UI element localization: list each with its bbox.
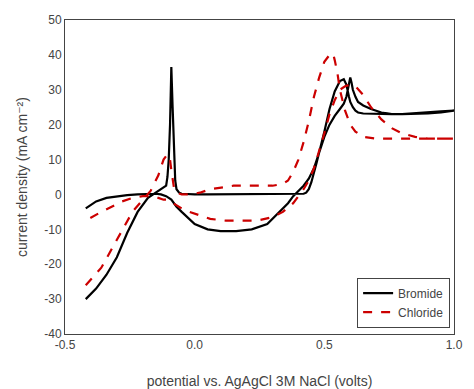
svg-text:1.0: 1.0 [446, 338, 463, 352]
svg-text:0.0: 0.0 [186, 338, 203, 352]
svg-text:20: 20 [48, 118, 62, 132]
svg-text:-40: -40 [44, 327, 62, 341]
svg-text:30: 30 [48, 83, 62, 97]
svg-text:10: 10 [48, 153, 62, 167]
svg-text:Chloride: Chloride [398, 306, 443, 320]
svg-text:current density (mA cm⁻²): current density (mA cm⁻²) [14, 97, 30, 257]
svg-text:0.5: 0.5 [316, 338, 333, 352]
svg-text:-0.5: -0.5 [55, 338, 76, 352]
svg-text:-20: -20 [44, 257, 62, 271]
svg-text:potential vs. AgAgCl 3M NaCl (: potential vs. AgAgCl 3M NaCl (volts) [147, 373, 373, 389]
svg-text:Bromide: Bromide [398, 287, 443, 301]
svg-text:40: 40 [48, 48, 62, 62]
svg-text:-10: -10 [44, 223, 62, 237]
svg-text:-30: -30 [44, 292, 62, 306]
svg-text:50: 50 [48, 13, 62, 27]
svg-text:0: 0 [55, 188, 62, 202]
